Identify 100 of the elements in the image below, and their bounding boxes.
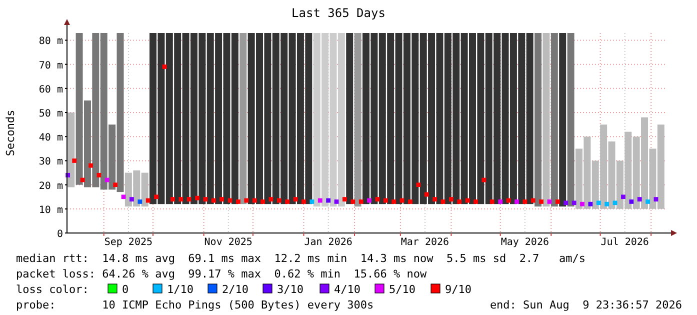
y-tick-label: 70 m: [38, 60, 63, 72]
legend-label: 2/10: [222, 283, 248, 296]
point: [457, 199, 462, 204]
point: [637, 197, 642, 202]
bar: [550, 33, 558, 206]
point: [367, 198, 372, 203]
point: [424, 192, 429, 197]
chart-title: Last 365 Days: [292, 6, 386, 20]
text: end: Sun Aug 9 23:36:57 2026: [490, 298, 682, 312]
point: [547, 199, 552, 204]
point: [588, 202, 593, 206]
point: [104, 178, 110, 182]
point: [408, 199, 412, 204]
legend-label: 9/10: [445, 283, 472, 296]
point: [310, 199, 314, 204]
point: [326, 198, 331, 203]
point: [195, 196, 200, 200]
point: [146, 198, 150, 203]
y-tick-label: 40 m: [38, 132, 63, 144]
point: [80, 178, 85, 182]
legend-title: loss color:: [16, 283, 89, 296]
point: [154, 194, 158, 200]
point: [268, 197, 274, 202]
point: [350, 199, 356, 204]
point: [612, 200, 618, 206]
point: [88, 163, 93, 168]
point: [342, 197, 347, 202]
legend-label: 4/10: [334, 283, 360, 296]
x-tick-label: Jan 2026: [304, 237, 352, 248]
point: [318, 198, 322, 203]
legend-label: 5/10: [389, 283, 416, 296]
point: [580, 202, 584, 206]
point: [555, 199, 560, 204]
x-tick-label: Sep 2025: [104, 237, 153, 248]
point: [564, 200, 568, 206]
point: [522, 199, 528, 204]
x-tick-label: Mar 2026: [400, 237, 450, 248]
point: [138, 199, 142, 204]
point: [440, 199, 446, 204]
point: [121, 194, 126, 200]
y-tick-label: 50 m: [38, 108, 63, 120]
bar: [542, 33, 550, 206]
point: [654, 197, 658, 202]
point: [170, 197, 175, 202]
point: [474, 199, 478, 204]
point: [162, 64, 167, 69]
point: [302, 199, 306, 204]
point: [375, 197, 380, 202]
point: [96, 172, 102, 178]
point: [490, 199, 494, 204]
bar: [240, 33, 247, 204]
y-axis-title: Seconds: [4, 110, 17, 156]
point: [203, 197, 208, 202]
point: [604, 202, 610, 206]
point: [383, 198, 388, 203]
point: [220, 197, 224, 202]
point: [621, 194, 626, 200]
y-tick-label: 20 m: [38, 180, 63, 192]
point: [596, 200, 601, 206]
point: [252, 198, 257, 203]
text: probe: 10 ICMP Echo Pings (500 Bytes) every 300s: [16, 298, 374, 312]
point: [392, 199, 396, 204]
y-tick-label: 80 m: [38, 36, 63, 48]
point: [285, 199, 290, 204]
point: [432, 197, 438, 202]
point: [276, 198, 282, 203]
point: [358, 199, 364, 204]
bar: [68, 112, 75, 188]
point: [465, 198, 470, 203]
bar: [354, 33, 362, 206]
y-tick-label: 30 m: [38, 156, 63, 168]
point: [629, 199, 634, 204]
y-tick-label: 60 m: [38, 84, 63, 96]
point: [334, 199, 339, 204]
point: [211, 198, 216, 203]
bar: [534, 33, 542, 206]
y-tick-label: 0: [56, 229, 63, 240]
point: [448, 197, 454, 202]
point: [130, 197, 134, 202]
point: [178, 197, 184, 202]
point: [416, 182, 421, 188]
point: [572, 200, 576, 206]
text: median rtt: 14.8 ms avg 69.1 ms max 12.2 ms min 14.3 ms now 5.5 ms sd 2.7 am/s: [16, 252, 586, 265]
x-tick-label: May 2026: [500, 237, 550, 248]
point: [72, 158, 77, 163]
point: [514, 199, 519, 204]
bar: [346, 33, 354, 204]
bar: [567, 33, 574, 206]
point: [260, 199, 265, 204]
text: packet loss: 64.26 % avg 99.17 % max 0.62 % min 15.66 % now: [16, 268, 427, 280]
point: [293, 197, 298, 202]
bar: [559, 33, 566, 206]
point: [646, 199, 650, 204]
y-tick-label: 10 m: [38, 204, 63, 216]
x-tick-label: Nov 2025: [204, 237, 252, 248]
point: [498, 199, 503, 204]
point: [539, 199, 544, 204]
x-tick-label: Jul 2026: [600, 237, 649, 248]
point: [530, 198, 536, 203]
legend-label: 1/10: [167, 283, 194, 296]
